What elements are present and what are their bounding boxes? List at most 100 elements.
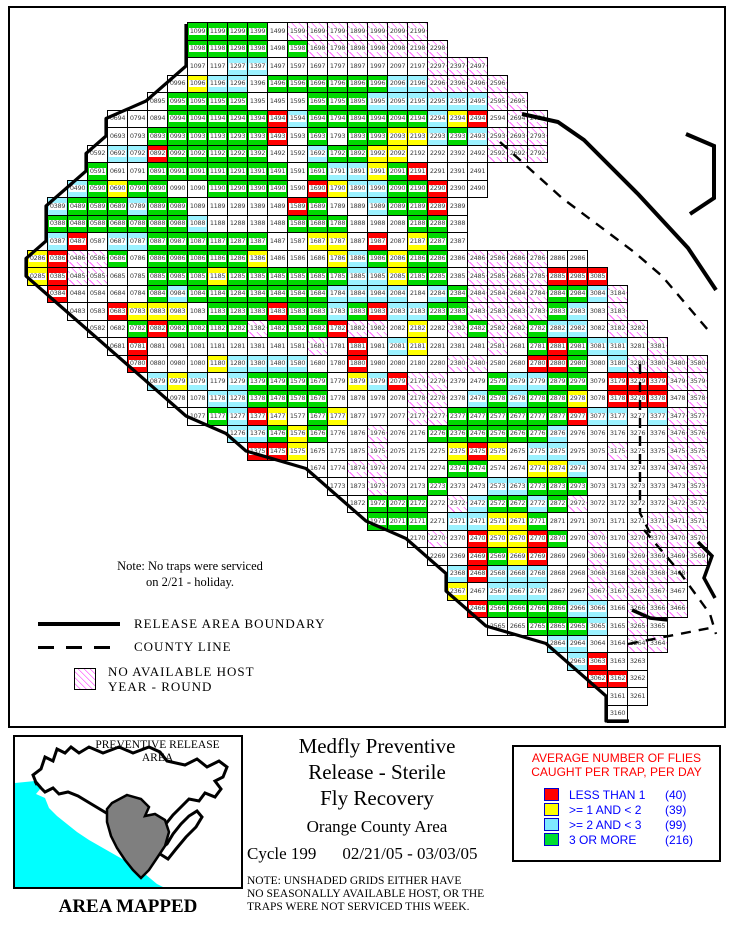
grid-cell-number: 3079 xyxy=(589,376,606,385)
grid-cell: 0979 xyxy=(167,372,188,391)
grid-cell-number: 1997 xyxy=(369,61,386,70)
grid-cell-number: 0693 xyxy=(109,131,126,140)
grid-cell: 1683 xyxy=(307,302,328,321)
grid-cell-number: 0882 xyxy=(149,324,166,333)
grid-cell-number: 3164 xyxy=(609,639,626,648)
grid-cell: 1989 xyxy=(367,197,388,216)
grid-cell: 2199 xyxy=(407,22,428,41)
grid-cell: 2198 xyxy=(407,39,428,58)
grid-cell: 1896 xyxy=(347,74,368,93)
grid-cell: 1589 xyxy=(287,197,308,216)
grid-cell-number: 3072 xyxy=(589,499,606,508)
grid-cell-number: 3080 xyxy=(589,359,606,368)
grid-cell-number: 0486 xyxy=(69,254,86,263)
grid-cell-number: 0978 xyxy=(169,394,186,403)
grid-cell-number: 1994 xyxy=(369,114,386,123)
grid-cell-number: 1693 xyxy=(309,131,326,140)
grid-cell: 2381 xyxy=(447,337,468,356)
grid-cell-number: 2985 xyxy=(569,271,586,280)
grid-cell: 2475 xyxy=(467,442,488,461)
grid-cell-number: 2769 xyxy=(529,551,546,560)
grid-cell-number: 1487 xyxy=(269,236,286,245)
grid-cell-number: 2272 xyxy=(429,499,446,508)
grid-cell-number: 2080 xyxy=(389,359,406,368)
grid-cell-number: 3467 xyxy=(669,586,686,595)
grid-cell-number: 2197 xyxy=(409,61,426,70)
grid-cell-number: 1983 xyxy=(369,306,386,315)
grid-cell: 1480 xyxy=(267,354,288,373)
grid-cell-number: 0389 xyxy=(49,201,66,210)
grid-cell: 1881 xyxy=(347,337,368,356)
title-panel: Medfly Preventive Release - Sterile Fly … xyxy=(247,733,507,914)
grid-cell-number: 1378 xyxy=(249,394,266,403)
grid-cell-number: 3064 xyxy=(589,639,606,648)
grid-cell: 1280 xyxy=(227,354,248,373)
grid-cell: 3062 xyxy=(587,669,608,688)
grid-cell-number: 1695 xyxy=(309,96,326,105)
grid-cell-number: 1078 xyxy=(189,394,206,403)
grid-cell: 0887 xyxy=(147,232,168,251)
grid-cell-number: 2079 xyxy=(389,376,406,385)
grid-cell-number: 1092 xyxy=(189,149,206,158)
grid-cell: 1876 xyxy=(347,424,368,443)
grid-cell-number: 2474 xyxy=(469,464,486,473)
grid-cell: 2394 xyxy=(447,109,468,128)
grid-cell: 3472 xyxy=(667,494,688,513)
grid-cell: 2969 xyxy=(567,547,588,566)
grid-cell: 2181 xyxy=(407,337,428,356)
grid-cell-number: 2372 xyxy=(449,499,466,508)
grid-cell: 2196 xyxy=(407,74,428,93)
grid-cell: 1995 xyxy=(367,92,388,111)
grid-cell-number: 2784 xyxy=(529,289,546,298)
grid-cell: 2393 xyxy=(447,127,468,146)
grid-cell: 3372 xyxy=(647,494,668,513)
grid-cell: 3371 xyxy=(647,512,668,531)
grid-cell-number: 1186 xyxy=(209,254,226,263)
grid-cell-number: 1194 xyxy=(209,114,226,123)
grid-cell-number: 3377 xyxy=(649,411,666,420)
grid-cell: 2967 xyxy=(567,582,588,601)
grid-cell-number: 1973 xyxy=(369,481,386,490)
grid-cell: 1276 xyxy=(227,424,248,443)
grid-cell: 2781 xyxy=(527,337,548,356)
grid-cell: 2570 xyxy=(487,529,508,548)
grid-cell-number: 2198 xyxy=(409,44,426,53)
grid-cell: 3166 xyxy=(607,599,628,618)
fly-legend-panel: AVERAGE NUMBER OF FLIES CAUGHT PER TRAP,… xyxy=(512,745,721,862)
grid-cell: 2368 xyxy=(447,564,468,583)
grid-cell-number: 1894 xyxy=(349,114,366,123)
grid-cell-number: 3380 xyxy=(649,359,666,368)
grid-cell-number: 1699 xyxy=(309,26,326,35)
grid-cell-number: 2679 xyxy=(509,376,526,385)
color-swatch xyxy=(544,818,559,831)
grid-cell-number: 1183 xyxy=(209,306,226,315)
grid-cell-number: 3468 xyxy=(669,569,686,578)
fly-legend-label: LESS THAN 1 xyxy=(569,787,646,802)
grid-cell: 1394 xyxy=(247,109,268,128)
grid-cell-number: 2384 xyxy=(449,289,466,298)
grid-cell: 2269 xyxy=(427,547,448,566)
grid-cell: 2079 xyxy=(387,372,408,391)
grid-cell-number: 3178 xyxy=(609,394,626,403)
grid-cell: 2071 xyxy=(387,512,408,531)
grid-cell: 0785 xyxy=(127,267,148,286)
grid-cell: 1082 xyxy=(187,319,208,338)
grid-cell-number: 2775 xyxy=(529,446,546,455)
grid-cell-number: 1286 xyxy=(229,254,246,263)
grid-cell-number: 2570 xyxy=(489,534,506,543)
grid-cell: 0692 xyxy=(107,144,128,163)
grid-cell: 2374 xyxy=(447,459,468,478)
grid-cell: 3480 xyxy=(667,354,688,373)
grid-cell: 3278 xyxy=(627,389,648,408)
grid-cell: 1481 xyxy=(267,337,288,356)
grid-cell: 3083 xyxy=(587,302,608,321)
grid-cell: 2582 xyxy=(487,319,508,338)
grid-cell: 2291 xyxy=(427,162,448,181)
grid-cell: 2469 xyxy=(467,547,488,566)
grid-cell-number: 2873 xyxy=(549,481,566,490)
grid-cell: 1078 xyxy=(187,389,208,408)
grid-cell-number: 1387 xyxy=(249,236,266,245)
grid-cell: 0792 xyxy=(127,144,148,163)
grid-cell-number: 2290 xyxy=(429,184,446,193)
grid-cell-number: 0880 xyxy=(149,359,166,368)
